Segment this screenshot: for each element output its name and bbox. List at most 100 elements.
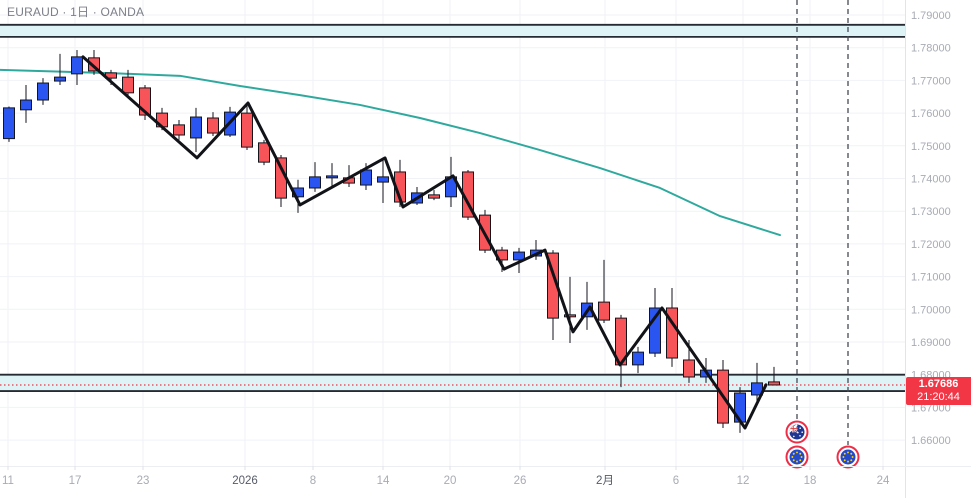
- candle-up: [649, 288, 661, 358]
- candle-body: [258, 142, 270, 163]
- eu-star: [843, 452, 846, 455]
- candle-down: [207, 112, 219, 136]
- candle-body: [20, 99, 32, 111]
- time-tick-label: 17: [69, 475, 82, 487]
- eu-star: [842, 456, 845, 458]
- time-tick-label: 24: [877, 475, 890, 487]
- price-tick-label: 1.78000: [911, 43, 951, 55]
- candle-down: [173, 119, 185, 140]
- eu-star: [850, 459, 853, 462]
- candle-body: [241, 112, 253, 148]
- candle-down: [428, 189, 440, 201]
- candle-body: [632, 351, 644, 366]
- eu-flag-event-icon[interactable]: [785, 445, 809, 469]
- candle-body: [598, 301, 610, 321]
- candle-body: [37, 82, 49, 101]
- eu-star: [791, 456, 794, 458]
- candle-up: [54, 53, 66, 85]
- price-tick-label: 1.74000: [911, 174, 951, 186]
- candle-up: [3, 106, 15, 142]
- eu-star: [796, 451, 798, 454]
- candle-up: [309, 162, 321, 192]
- candle-body: [683, 359, 695, 378]
- candle-body: [88, 57, 100, 72]
- candle-body: [139, 87, 151, 116]
- time-tick-label: 23: [137, 475, 150, 487]
- time-tick-label: 26: [514, 475, 527, 487]
- grid-layer: [0, 0, 905, 466]
- candle-body: [768, 381, 780, 386]
- time-tick-label: 11: [2, 475, 14, 487]
- candle-body: [649, 307, 661, 354]
- price-tick-label: 1.70000: [911, 304, 951, 316]
- zigzag-line: [81, 55, 768, 430]
- time-tick-label: 12: [737, 475, 750, 487]
- candle-up: [190, 107, 202, 153]
- au-star: [799, 427, 801, 429]
- bar-countdown-timer: 21:20:44: [917, 391, 960, 403]
- candle-up: [20, 84, 32, 123]
- candle-up: [377, 159, 389, 204]
- time-tick-label: 2月: [596, 475, 614, 487]
- eu-star: [847, 451, 849, 454]
- au-star: [797, 431, 799, 434]
- price-tick-label: 1.79000: [911, 10, 951, 22]
- price-tick-label: 1.76000: [911, 108, 951, 120]
- candle-body: [513, 251, 525, 261]
- candle-body: [207, 117, 219, 134]
- au-star: [801, 431, 803, 433]
- candle-body: [3, 107, 15, 140]
- eu-star: [847, 460, 849, 463]
- price-tick-label: 1.72000: [911, 239, 951, 251]
- candle-body: [377, 176, 389, 183]
- time-tick-label: 18: [804, 475, 817, 487]
- resistance-zone: [0, 24, 905, 37]
- eu-star: [796, 460, 798, 463]
- price-tick-label: 1.71000: [911, 272, 951, 284]
- candle-body: [122, 76, 134, 94]
- moving-average-line: [0, 68, 781, 237]
- eu-flag-event-icon[interactable]: [836, 445, 860, 469]
- candle-body: [173, 124, 185, 136]
- price-tick-label: 1.69000: [911, 337, 951, 349]
- eu-star: [792, 459, 795, 462]
- eu-star: [799, 452, 802, 455]
- eu-star: [850, 452, 853, 455]
- time-tick-label: 14: [377, 475, 390, 487]
- au-star: [799, 435, 801, 437]
- candle-down: [564, 276, 576, 343]
- australia-flag-event-icon[interactable]: [785, 420, 809, 444]
- time-tick-label: 6: [673, 475, 679, 487]
- price-tick-label: 1.67000: [911, 402, 951, 414]
- zigzag-trendline: [81, 55, 768, 430]
- candle-body: [71, 56, 83, 75]
- candle-down: [258, 139, 270, 166]
- candle-up: [37, 78, 49, 105]
- support-zone: [0, 374, 905, 392]
- candle-down: [768, 366, 780, 386]
- candle-down: [139, 84, 151, 120]
- au-star: [793, 435, 795, 438]
- candle-down: [88, 49, 100, 75]
- eu-star: [800, 456, 803, 458]
- symbol-legend[interactable]: EURAUD · 1日 · OANDA: [7, 5, 145, 19]
- time-tick-label: 2026: [232, 475, 258, 487]
- price-tick-label: 1.73000: [911, 206, 951, 218]
- event-markers-layer[interactable]: [785, 0, 860, 469]
- candle-up: [326, 163, 338, 188]
- eu-star: [792, 452, 795, 455]
- candle-body: [190, 116, 202, 139]
- eu-star: [799, 459, 802, 462]
- last-price-value: 1.67686: [918, 378, 959, 390]
- price-tick-label: 1.66000: [911, 435, 951, 447]
- candle-up: [513, 247, 525, 274]
- price-tick-label: 1.75000: [911, 141, 951, 153]
- candle-down: [122, 69, 134, 99]
- moving-average: [0, 68, 781, 237]
- eu-star: [843, 459, 846, 462]
- candle-up: [71, 49, 83, 85]
- candle-body: [54, 76, 66, 82]
- candle-body: [326, 175, 338, 179]
